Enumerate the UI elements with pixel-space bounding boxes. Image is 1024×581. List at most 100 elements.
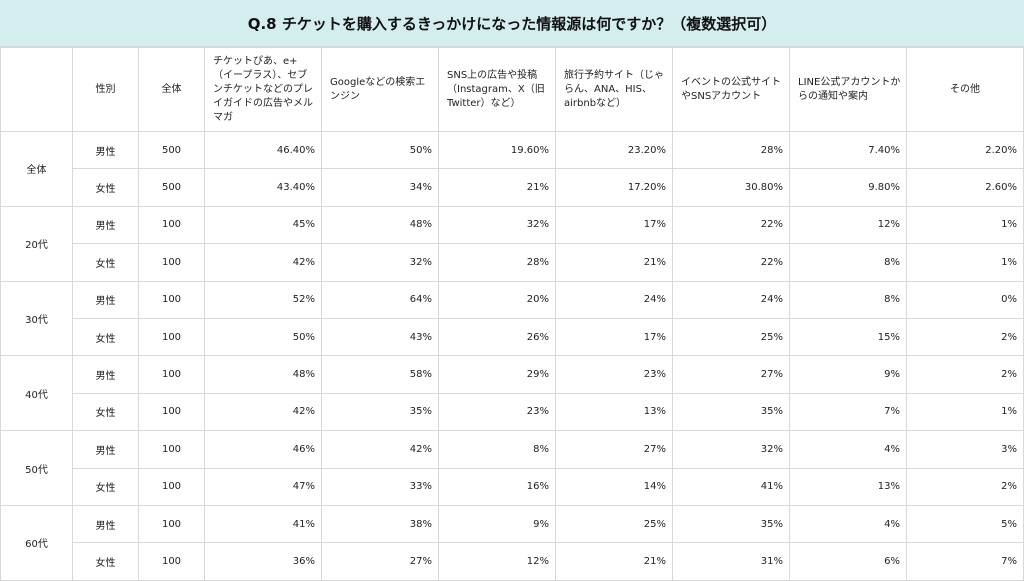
header-other: その他 <box>906 47 1024 132</box>
value-cell-travel-site: 17.20% <box>555 168 673 207</box>
table-row: 女性 100 42% 35% 23% 13% 35% 7% 1% <box>1 392 1024 432</box>
value-cell-official-site: 35% <box>672 392 790 432</box>
group-label: 20代 <box>0 205 73 282</box>
value-cell-search-engine: 43% <box>321 317 439 357</box>
value-cell-search-engine: 35% <box>321 392 439 432</box>
value-cell-line: 8% <box>789 280 907 319</box>
total-cell: 100 <box>138 205 205 245</box>
value-cell-sns: 23% <box>438 392 556 432</box>
value-cell-other: 5% <box>906 504 1024 544</box>
value-cell-official-site: 41% <box>672 467 790 506</box>
value-cell-line: 15% <box>789 317 907 357</box>
value-cell-other: 7% <box>906 542 1024 581</box>
value-cell-search-engine: 32% <box>321 243 439 282</box>
sex-cell: 女性 <box>72 243 139 282</box>
value-cell-sns: 9% <box>438 504 556 544</box>
header-travel-site: 旅行予約サイト（じゃらん、ANA、HIS、airbnbなど） <box>555 47 673 132</box>
value-cell-travel-site: 21% <box>555 243 673 282</box>
value-cell-other: 1% <box>906 205 1024 245</box>
total-cell: 100 <box>138 467 205 506</box>
header-search-engine: Googleなどの検索エンジン <box>321 47 439 132</box>
survey-title: Q.8 チケットを購入するきっかけになった情報源は何ですか？（複数選択可） <box>247 14 777 33</box>
value-cell-sns: 28% <box>438 243 556 282</box>
value-cell-line: 9.80% <box>789 168 907 207</box>
value-cell-other: 0% <box>906 280 1024 319</box>
total-cell: 100 <box>138 430 205 469</box>
total-cell: 100 <box>138 317 205 357</box>
value-cell-playguide: 46.40% <box>204 130 322 170</box>
value-cell-other: 3% <box>906 430 1024 469</box>
table-row: 40代 男性 100 48% 58% 29% 23% 27% 9% 2% <box>0 355 1024 432</box>
value-cell-official-site: 30.80% <box>672 168 790 207</box>
group-label: 50代 <box>0 430 73 506</box>
value-cell-playguide: 41% <box>204 504 322 544</box>
value-cell-travel-site: 17% <box>555 205 673 245</box>
group-label: 30代 <box>0 280 73 357</box>
value-cell-travel-site: 13% <box>555 392 673 432</box>
header-group <box>0 47 73 132</box>
sex-cell: 女性 <box>72 168 139 207</box>
value-cell-official-site: 31% <box>672 542 790 581</box>
header-total: 全体 <box>138 47 205 132</box>
value-cell-travel-site: 17% <box>555 317 673 357</box>
sex-cell: 男性 <box>72 504 139 544</box>
sex-cell: 男性 <box>72 205 139 245</box>
sex-cell: 男性 <box>72 130 139 170</box>
table-row: 女性 100 50% 43% 26% 17% 25% 15% 2% <box>1 317 1024 357</box>
value-cell-line: 8% <box>789 243 907 282</box>
total-cell: 100 <box>138 355 205 394</box>
value-cell-search-engine: 42% <box>321 430 439 469</box>
value-cell-sns: 21% <box>438 168 556 207</box>
total-cell: 100 <box>138 392 205 432</box>
table-row: 女性 500 43.40% 34% 21% 17.20% 30.80% 9.80% 2.60% <box>1 168 1024 207</box>
group-label: 40代 <box>0 355 73 432</box>
value-cell-sns: 32% <box>438 205 556 245</box>
value-cell-sns: 8% <box>438 430 556 469</box>
total-cell: 500 <box>138 130 205 170</box>
sex-cell: 女性 <box>72 317 139 357</box>
value-cell-playguide: 47% <box>204 467 322 506</box>
value-cell-search-engine: 64% <box>321 280 439 319</box>
header-official-site: イベントの公式サイトやSNSアカウント <box>672 47 790 132</box>
value-cell-other: 1% <box>906 243 1024 282</box>
value-cell-travel-site: 27% <box>555 430 673 469</box>
value-cell-travel-site: 14% <box>555 467 673 506</box>
value-cell-playguide: 36% <box>204 542 322 581</box>
value-cell-sns: 19.60% <box>438 130 556 170</box>
value-cell-search-engine: 33% <box>321 467 439 506</box>
table-row: 60代 男性 100 41% 38% 9% 25% 35% 4% 5% <box>0 504 1024 581</box>
value-cell-other: 1% <box>906 392 1024 432</box>
value-cell-search-engine: 48% <box>321 205 439 245</box>
header-row: 性別 全体 チケットぴあ、e+（イープラス）、セブンチケットなどのプレイガイドの… <box>0 47 1024 132</box>
value-cell-playguide: 43.40% <box>204 168 322 207</box>
value-cell-sns: 16% <box>438 467 556 506</box>
sex-cell: 女性 <box>72 392 139 432</box>
sex-cell: 男性 <box>72 430 139 469</box>
total-cell: 100 <box>138 280 205 319</box>
header-sex: 性別 <box>72 47 139 132</box>
value-cell-playguide: 52% <box>204 280 322 319</box>
results-table: 性別 全体 チケットぴあ、e+（イープラス）、セブンチケットなどのプレイガイドの… <box>0 47 1024 581</box>
sex-cell: 男性 <box>72 280 139 319</box>
value-cell-playguide: 42% <box>204 392 322 432</box>
table-row: 女性 100 42% 32% 28% 21% 22% 8% 1% <box>1 243 1024 282</box>
value-cell-playguide: 50% <box>204 317 322 357</box>
table-row: 50代 男性 100 46% 42% 8% 27% 32% 4% 3% <box>0 430 1024 506</box>
value-cell-other: 2.20% <box>906 130 1024 170</box>
table-row: 20代 男性 100 45% 48% 32% 17% 22% 12% 1% <box>0 205 1024 282</box>
value-cell-playguide: 46% <box>204 430 322 469</box>
value-cell-playguide: 48% <box>204 355 322 394</box>
value-cell-line: 7.40% <box>789 130 907 170</box>
total-cell: 100 <box>138 504 205 544</box>
value-cell-other: 2.60% <box>906 168 1024 207</box>
table-row: 女性 100 47% 33% 16% 14% 41% 13% 2% <box>1 467 1024 506</box>
value-cell-line: 4% <box>789 430 907 469</box>
header-line: LINE公式アカウントからの通知や案内 <box>789 47 907 132</box>
value-cell-official-site: 24% <box>672 280 790 319</box>
table-row: 全体 男性 500 46.40% 50% 19.60% 23.20% 28% 7.40% 2.20… <box>0 130 1024 207</box>
total-cell: 100 <box>138 243 205 282</box>
value-cell-official-site: 35% <box>672 504 790 544</box>
value-cell-travel-site: 24% <box>555 280 673 319</box>
value-cell-sns: 12% <box>438 542 556 581</box>
sex-cell: 男性 <box>72 355 139 394</box>
